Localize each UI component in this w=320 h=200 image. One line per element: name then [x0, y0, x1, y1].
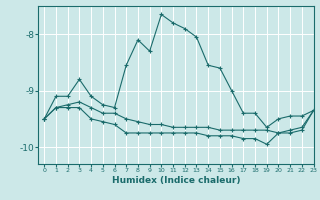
- X-axis label: Humidex (Indice chaleur): Humidex (Indice chaleur): [112, 176, 240, 185]
